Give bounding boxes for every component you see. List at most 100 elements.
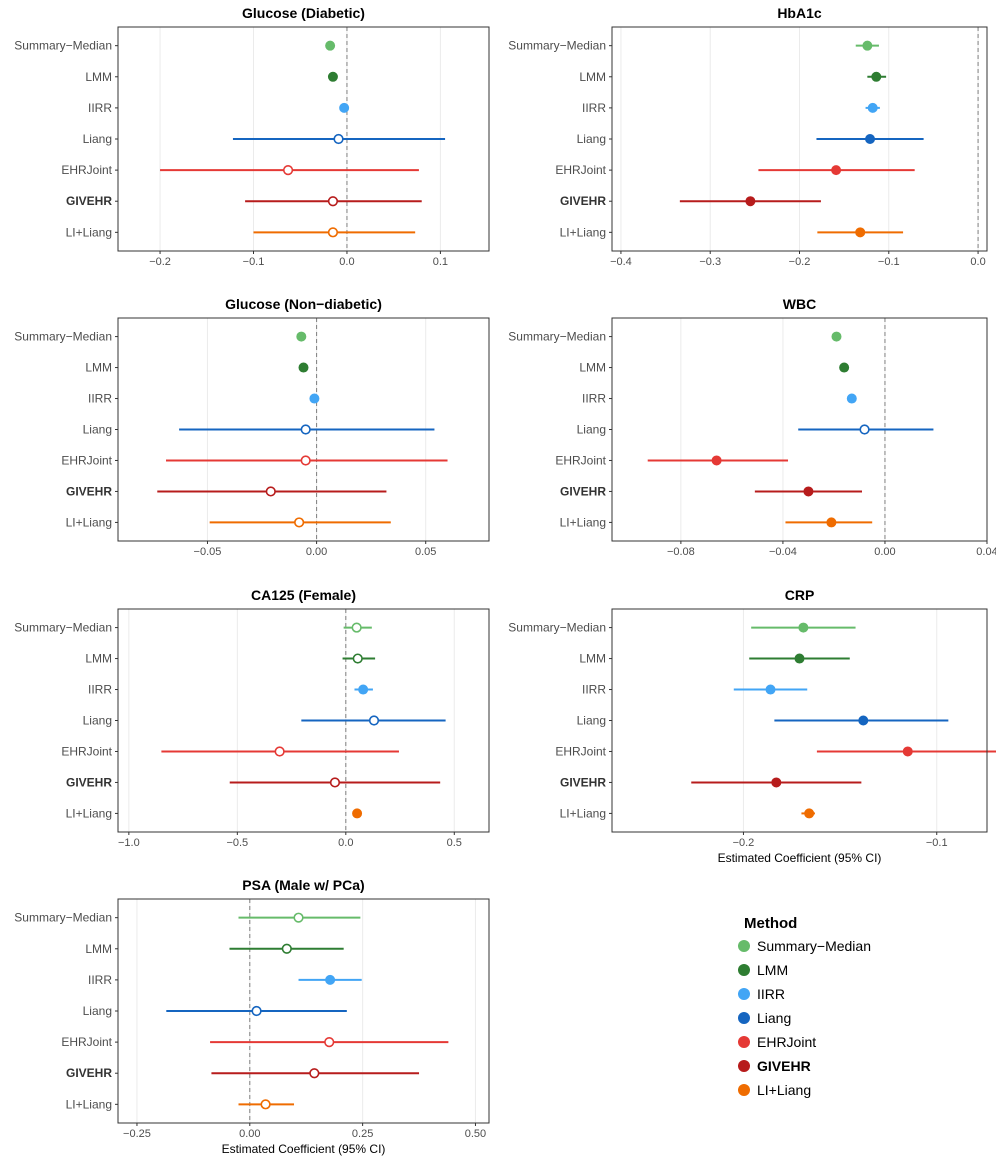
x-tick-label: −0.08 <box>667 546 695 558</box>
point-estimate <box>294 517 305 528</box>
method-label: GIVEHR <box>66 1066 112 1080</box>
point-estimate <box>339 102 350 113</box>
point-estimate <box>325 974 336 985</box>
point-estimate <box>300 424 311 435</box>
point-estimate <box>826 517 837 528</box>
panel-4: WBC Summary−Median LMM IIRR Liang EHRJoint GIV… <box>508 296 996 558</box>
panel-title: CRP <box>785 587 815 603</box>
method-label: Summary−Median <box>14 330 112 344</box>
method-label: LI+Liang <box>560 806 606 820</box>
point-estimate <box>329 777 341 788</box>
method-label: LMM <box>579 70 606 84</box>
x-tick-label: −0.2 <box>789 256 811 268</box>
method-label: IIRR <box>88 101 112 115</box>
point-estimate <box>298 362 309 373</box>
legend-swatch <box>738 988 750 1000</box>
point-estimate <box>265 486 276 497</box>
point-estimate <box>260 1099 271 1110</box>
legend-label: LMM <box>757 962 788 978</box>
x-tick-label: −0.25 <box>123 1128 151 1140</box>
method-label: LI+Liang <box>66 515 112 529</box>
method-label: Summary−Median <box>508 39 606 53</box>
x-tick-label: 0.0 <box>970 256 985 268</box>
x-tick-label: −0.4 <box>610 256 632 268</box>
point-estimate <box>309 393 320 404</box>
method-label: IIRR <box>582 392 606 406</box>
panel-2: HbA1c Summary−Median LMM IIRR Liang EHRJoint G… <box>508 5 988 268</box>
x-tick-label: 0.05 <box>415 546 436 558</box>
legend-swatch <box>738 1036 750 1048</box>
point-estimate <box>296 331 307 342</box>
point-estimate <box>846 393 857 404</box>
panel-7: PSA (Male w/ PCa) Summary−Median LMM IIRR Li… <box>14 877 490 1156</box>
x-tick-label: 0.50 <box>465 1128 486 1140</box>
method-label: IIRR <box>88 973 112 987</box>
method-label: LI+Liang <box>66 225 112 239</box>
method-label: Liang <box>83 1004 112 1018</box>
method-label: Summary−Median <box>14 621 112 635</box>
method-label: LMM <box>85 652 112 666</box>
legend-label: Liang <box>757 1010 791 1026</box>
method-label: EHRJoint <box>555 453 606 467</box>
panel-border <box>611 317 988 542</box>
x-tick-label: 0.00 <box>874 546 895 558</box>
method-label: LI+Liang <box>560 515 606 529</box>
legend-label: LI+Liang <box>757 1082 811 1098</box>
method-label: EHRJoint <box>61 744 112 758</box>
point-estimate <box>324 1037 335 1048</box>
method-label: LMM <box>579 652 606 666</box>
x-tick-label: 0.1 <box>433 256 448 268</box>
x-axis-label: Estimated Coefficient (95% CI) <box>222 1142 386 1156</box>
x-tick-label: 0.0 <box>339 256 354 268</box>
method-label: Summary−Median <box>508 621 606 635</box>
point-estimate <box>794 653 805 664</box>
method-label: IIRR <box>88 392 112 406</box>
point-estimate <box>300 455 311 466</box>
point-estimate <box>855 227 866 238</box>
method-label: Liang <box>83 714 112 728</box>
x-tick-label: 0.25 <box>352 1128 373 1140</box>
point-estimate <box>765 684 776 695</box>
point-estimate <box>867 102 878 113</box>
method-label: EHRJoint <box>555 163 606 177</box>
legend-swatch <box>738 940 750 952</box>
method-label: EHRJoint <box>555 744 606 758</box>
panel-border <box>611 608 988 833</box>
panel-border <box>117 317 490 542</box>
method-label: GIVEHR <box>560 194 606 208</box>
point-estimate <box>325 40 336 51</box>
panel-border <box>117 26 490 252</box>
legend-label: Summary−Median <box>757 938 871 954</box>
point-estimate <box>327 71 338 82</box>
x-tick-label: −0.1 <box>243 256 265 268</box>
legend: Method Summary−Median LMM IIRR Liang EHRJoint… <box>738 915 871 1098</box>
panel-6: CRP Summary−Median LMM IIRR Liang EHRJoint GIV… <box>508 587 996 865</box>
point-estimate <box>358 684 369 695</box>
legend-swatch <box>738 1084 750 1096</box>
method-label: GIVEHR <box>66 194 112 208</box>
method-label: LMM <box>579 361 606 375</box>
point-estimate <box>804 808 815 819</box>
method-label: LI+Liang <box>66 1097 112 1111</box>
legend-label: EHRJoint <box>757 1034 816 1050</box>
point-estimate <box>771 777 782 788</box>
method-label: EHRJoint <box>61 453 112 467</box>
point-estimate <box>368 715 380 726</box>
method-label: GIVEHR <box>66 484 112 498</box>
x-tick-label: −0.1 <box>926 837 948 849</box>
x-tick-label: 0.0 <box>338 837 353 849</box>
point-estimate <box>293 912 304 923</box>
panel-title: PSA (Male w/ PCa) <box>242 877 364 893</box>
legend-swatch <box>738 964 750 976</box>
point-estimate <box>858 715 869 726</box>
method-label: IIRR <box>582 683 606 697</box>
panel-title: Glucose (Diabetic) <box>242 5 365 21</box>
point-estimate <box>862 40 873 51</box>
point-estimate <box>333 133 344 145</box>
panel-5: CA125 (Female) Summary−Median LMM IIRR Liang… <box>14 587 490 849</box>
x-tick-label: −0.05 <box>194 546 222 558</box>
point-estimate <box>902 746 913 757</box>
point-estimate <box>871 71 882 82</box>
point-estimate <box>274 746 285 757</box>
